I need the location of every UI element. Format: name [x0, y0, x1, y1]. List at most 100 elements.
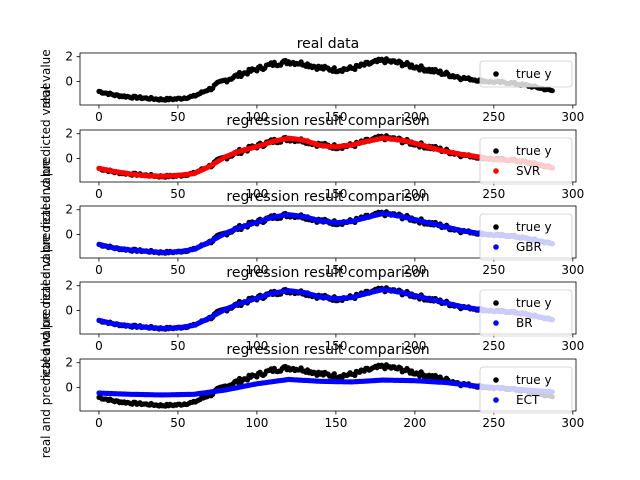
y-tick-label: 2 — [65, 50, 73, 64]
y-tick-label: 0 — [65, 151, 73, 165]
x-tick-label: 250 — [482, 263, 505, 277]
legend-label: true y — [516, 220, 552, 234]
x-tick-label: 200 — [403, 263, 426, 277]
legend-frame — [479, 289, 573, 337]
y-axis-label: real and predicted value — [39, 235, 53, 381]
x-tick-label: 150 — [324, 263, 347, 277]
legend-marker — [493, 168, 499, 174]
y-tick-label: 0 — [65, 74, 73, 88]
legend-marker — [493, 300, 499, 306]
data-point — [352, 372, 358, 378]
x-tick-label: 200 — [403, 187, 426, 201]
legend: true y — [479, 60, 573, 88]
x-tick-label: 300 — [561, 263, 584, 277]
axes-frame — [79, 358, 577, 412]
legend-label: GBR — [516, 240, 542, 254]
legend-marker — [493, 397, 499, 403]
x-tick-label: 250 — [482, 339, 505, 353]
x-tick-label: 0 — [95, 263, 103, 277]
y-tick-label: 2 — [65, 203, 73, 217]
x-tick-label: 250 — [482, 110, 505, 124]
legend: true y GBR — [479, 213, 573, 261]
x-tick-label: 50 — [170, 110, 185, 124]
x-tick-label: 300 — [561, 187, 584, 201]
x-tick-label: 0 — [95, 416, 103, 430]
x-tick-label: 300 — [561, 110, 584, 124]
x-tick-label: 150 — [324, 187, 347, 201]
legend-label: ECT — [516, 393, 540, 407]
data-point — [549, 88, 555, 94]
x-tick-label: 100 — [245, 416, 268, 430]
series-gbr — [96, 210, 555, 255]
axes-frame — [79, 129, 577, 183]
legend-label: true y — [516, 144, 552, 158]
y-tick-label: 0 — [65, 380, 73, 394]
y-tick-label: 2 — [65, 127, 73, 141]
x-tick-label: 50 — [170, 339, 185, 353]
subplot-title: regression result comparison — [226, 342, 429, 358]
legend-frame — [479, 137, 573, 185]
legend-label: true y — [516, 296, 552, 310]
x-tick-label: 50 — [170, 416, 185, 430]
x-tick-label: 150 — [324, 110, 347, 124]
legend-marker — [493, 244, 499, 250]
x-tick-label: 200 — [403, 339, 426, 353]
data-point — [352, 66, 358, 72]
x-tick-label: 150 — [324, 339, 347, 353]
x-tick-label: 100 — [245, 110, 268, 124]
legend-label: BR — [516, 316, 533, 330]
legend-label: SVR — [516, 164, 540, 178]
x-tick-label: 50 — [170, 187, 185, 201]
y-tick-label: 0 — [65, 227, 73, 241]
y-axis-label: real and predicted value — [39, 159, 53, 305]
legend-frame — [479, 213, 573, 261]
y-tick-label: 2 — [65, 356, 73, 370]
x-tick-label: 300 — [561, 339, 584, 353]
x-tick-label: 50 — [170, 263, 185, 277]
legend-label: true y — [516, 67, 552, 81]
subplot-title: real data — [297, 36, 360, 52]
legend: true y ECT — [479, 366, 573, 414]
x-tick-label: 300 — [561, 416, 584, 430]
legend-marker — [493, 71, 499, 77]
data-point — [331, 65, 337, 71]
y-tick-label: 0 — [65, 303, 73, 317]
x-tick-label: 100 — [245, 187, 268, 201]
y-axis-label: real and predicted value — [39, 312, 53, 458]
x-tick-label: 100 — [245, 339, 268, 353]
x-tick-label: 200 — [403, 416, 426, 430]
x-tick-label: 100 — [245, 263, 268, 277]
legend-marker — [493, 224, 499, 230]
x-tick-label: 0 — [95, 110, 103, 124]
data-point — [331, 371, 337, 377]
x-tick-label: 250 — [482, 416, 505, 430]
x-tick-label: 200 — [403, 110, 426, 124]
legend-marker — [493, 320, 499, 326]
legend: true y BR — [479, 289, 573, 337]
axes-frame — [79, 52, 577, 106]
legend-marker — [493, 148, 499, 154]
legend: true y SVR — [479, 137, 573, 185]
x-tick-label: 150 — [324, 416, 347, 430]
x-tick-label: 0 — [95, 187, 103, 201]
axes-frame — [79, 281, 577, 335]
legend-frame — [479, 60, 573, 88]
axes-frame — [79, 205, 577, 259]
y-axis-label: real and predicted value — [39, 83, 53, 229]
subplot-title: regression result comparison — [226, 265, 429, 281]
y-axis-label: real value — [39, 49, 53, 108]
legend-frame — [479, 366, 573, 414]
x-tick-label: 0 — [95, 339, 103, 353]
x-tick-label: 250 — [482, 187, 505, 201]
y-tick-label: 2 — [65, 279, 73, 293]
legend-marker — [493, 377, 499, 383]
subplot-title: regression result comparison — [226, 113, 429, 129]
subplot-title: regression result comparison — [226, 189, 429, 205]
legend-label: true y — [516, 373, 552, 387]
